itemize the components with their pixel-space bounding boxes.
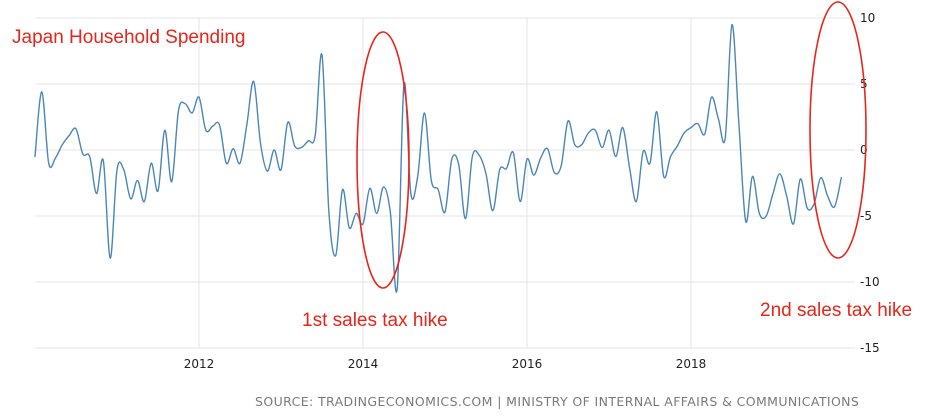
annotation-label-2nd: 2nd sales tax hike <box>760 300 912 321</box>
y-tick-label: 10 <box>860 11 875 25</box>
series-line <box>34 23 842 293</box>
source-text: SOURCE: TRADINGECONOMICS.COM | MINISTRY … <box>255 394 859 409</box>
x-tick-label: 2014 <box>348 357 379 371</box>
y-tick-label: -10 <box>860 275 880 289</box>
y-tick-label: -15 <box>860 341 880 355</box>
grid-layer <box>35 17 855 349</box>
annotation-ellipse-2014 <box>356 31 410 289</box>
y-tick-label: -5 <box>860 209 872 223</box>
x-tick-layer: 2012 2014 2016 2018 <box>184 357 707 371</box>
x-tick-label: 2012 <box>184 357 215 371</box>
chart-title: Japan Household Spending <box>12 27 245 48</box>
y-tick-label: 0 <box>860 143 868 157</box>
x-tick-label: 2016 <box>512 357 543 371</box>
annotation-ellipse-2019 <box>809 1 867 259</box>
annotation-label-1st: 1st sales tax hike <box>302 310 448 331</box>
x-tick-label: 2018 <box>676 357 707 371</box>
